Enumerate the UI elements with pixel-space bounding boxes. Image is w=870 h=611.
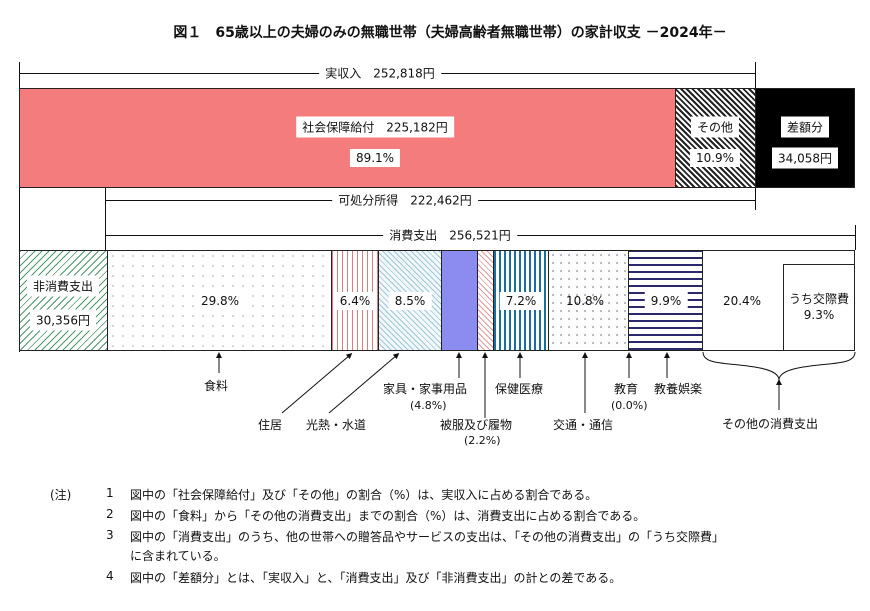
note-text: に含まれている。 — [130, 549, 226, 563]
other-consumption-pct: 20.4% — [716, 292, 768, 310]
transport-segment — [548, 250, 629, 351]
recreation-pct: 9.9% — [644, 292, 688, 310]
label-other-consumption: その他の消費支出 — [722, 417, 819, 431]
food-pct: 29.8% — [194, 292, 246, 310]
social-expense-box — [783, 264, 855, 351]
other-income-label: その他 — [690, 116, 740, 138]
transport-pct: 10.8% — [565, 294, 605, 308]
label-recreation: 教養娯楽 — [654, 382, 703, 396]
left-guide-line — [19, 62, 20, 352]
label-food: 食料 — [204, 379, 229, 393]
social-expense-label: うち交際費 — [788, 292, 849, 306]
label-utilities: 光熱・水道 — [306, 418, 367, 432]
label-furniture: 家具・家事用品 — [383, 382, 468, 396]
note-number: 4 — [106, 569, 114, 583]
housing-pct: 6.4% — [333, 292, 377, 310]
surplus-label: 差額分 — [780, 116, 830, 138]
non-consumption-value: 30,356円 — [30, 309, 96, 331]
non-consumption-label: 非消費支出 — [26, 275, 100, 297]
surplus-value: 34,058円 — [772, 147, 838, 169]
label-clothing: 被服及び履物 — [440, 418, 513, 432]
label-transport: 交通・通信 — [553, 418, 614, 432]
surplus-segment — [755, 88, 855, 188]
notes-head: (注) — [50, 488, 72, 502]
brace — [702, 351, 856, 381]
note-text: 図中の「社会保障給付」及び「その他」の割合（%）は、実収入に占める割合である。 — [130, 488, 598, 502]
note-number: 1 — [106, 486, 114, 500]
figure-title: 図１ 65歳以上の夫婦のみの無職世帯（夫婦高齢者無職世帯）の家計収支 －2024… — [173, 25, 727, 41]
furniture-segment — [441, 250, 478, 351]
income-label: 実収入 252,818円 — [319, 62, 441, 84]
label-medical: 保健医療 — [495, 382, 544, 396]
note-text: 図中の「消費支出」のうち、他の世帯への贈答品やサービスの支出は、「その他の消費支… — [130, 530, 725, 544]
social-expense-pct: 9.3% — [803, 308, 835, 322]
non-consumption-segment — [19, 250, 108, 351]
guide-line — [755, 188, 756, 210]
note-number: 2 — [106, 507, 114, 521]
social-security-label: 社会保障給付 225,182円 — [296, 116, 454, 138]
disposable-label: 可処分所得 222,462円 — [332, 189, 478, 211]
note-number: 3 — [106, 528, 114, 542]
social-security-pct: 89.1% — [349, 149, 401, 167]
medical-pct: 7.2% — [499, 292, 543, 310]
label-clothing-pct: (2.2%) — [464, 434, 501, 447]
label-education: 教育 — [614, 382, 639, 396]
guide-line — [755, 62, 756, 88]
note-text: 図中の「差額分」とは、「実収入」と、「消費支出」及び「非消費支出」の計との差であ… — [130, 571, 622, 585]
social-security-segment — [19, 88, 676, 188]
utilities-pct: 8.5% — [388, 292, 432, 310]
other-income-segment — [675, 88, 756, 188]
label-housing: 住居 — [258, 418, 283, 432]
guide-line — [855, 225, 856, 250]
label-education-pct: (0.0%) — [611, 399, 648, 412]
note-text: 図中の「食料」から「その他の消費支出」までの割合（%）は、消費支出に占める割合で… — [130, 509, 646, 523]
label-furniture-pct: (4.8%) — [410, 399, 447, 412]
guide-line — [105, 188, 106, 250]
other-income-pct: 10.9% — [689, 149, 741, 167]
consumption-label: 消費支出 256,521円 — [383, 224, 517, 246]
